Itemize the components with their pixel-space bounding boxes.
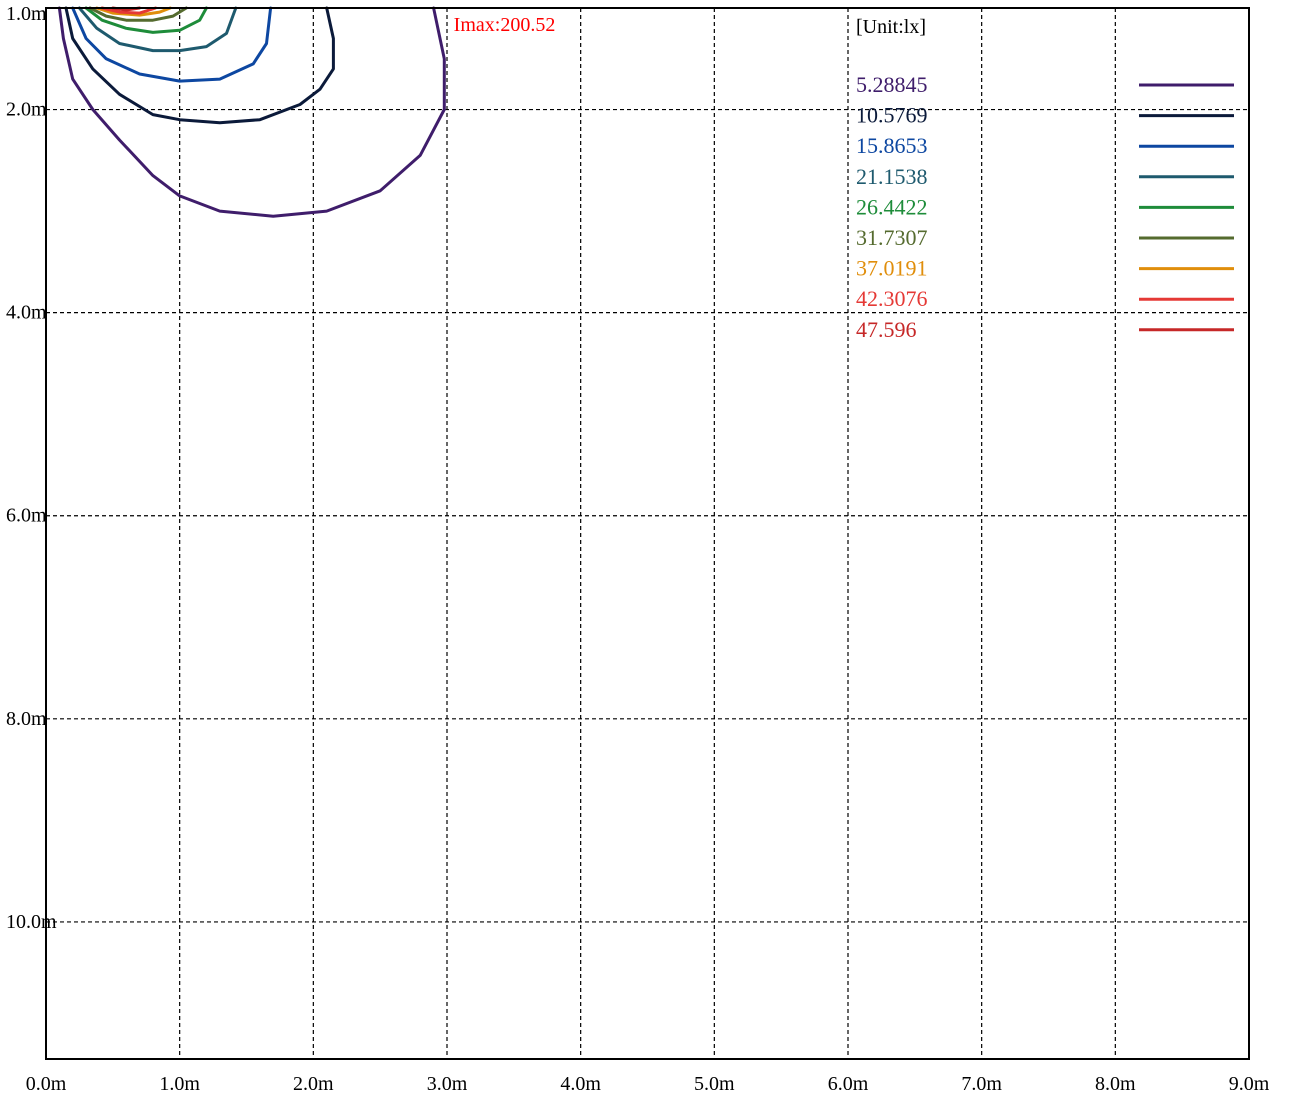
legend-label: 26.4422 [856, 194, 928, 219]
legend-label: 21.1538 [856, 164, 928, 189]
y-tick-label: 8.0m [6, 708, 47, 730]
tick-layer: 0.0m 1.0m 2.0m 3.0m 4.0m 5.0m 6.0m 7.0m 8.0m 9.0m… [6, 3, 1270, 1095]
y-tick-label: 2.0m [6, 99, 47, 121]
contour-line-3 [71, 6, 273, 83]
grid-layer [46, 8, 1249, 1059]
y-tick-label: 1.0m [6, 3, 47, 25]
contour-line-5 [84, 6, 208, 34]
y-tick-label: 10.0m [6, 911, 57, 933]
y-tick-label: 4.0m [6, 302, 47, 324]
label-layer: Imax:200.52 [Unit:lx] [454, 14, 926, 38]
x-tick-label: 5.0m [694, 1073, 735, 1095]
contour-line-6 [88, 6, 188, 22]
contour-line-7 [95, 6, 172, 17]
x-tick-label: 4.0m [560, 1073, 601, 1095]
x-tick-label: 3.0m [427, 1073, 468, 1095]
legend-label: 47.596 [856, 317, 917, 342]
x-tick-label: 0.0m [26, 1073, 67, 1095]
contour-layer [57, 6, 446, 218]
legend-label: 10.5769 [856, 103, 928, 128]
x-tick-label: 7.0m [961, 1073, 1002, 1095]
x-tick-label: 9.0m [1229, 1073, 1270, 1095]
x-tick-label: 6.0m [828, 1073, 869, 1095]
unit-label: [Unit:lx] [856, 16, 926, 38]
legend-label: 15.8653 [856, 133, 928, 158]
max-label: Imax:200.52 [454, 14, 556, 36]
x-tick-label: 8.0m [1095, 1073, 1136, 1095]
x-tick-label: 2.0m [293, 1073, 334, 1095]
contour-line-2 [64, 6, 335, 125]
legend-label: 5.28845 [856, 72, 928, 97]
legend: 5.28845 10.5769 15.8653 21.1538 26.4422 31.73… [856, 72, 1234, 342]
legend-label: 31.7307 [856, 225, 928, 250]
contour-line-4 [77, 6, 238, 53]
legend-label: 37.0191 [856, 256, 928, 281]
plot-frame [45, 7, 1250, 1060]
contour-line-1 [57, 6, 446, 218]
y-tick-label: 6.0m [6, 505, 47, 527]
legend-label: 42.3076 [856, 286, 928, 311]
contour-line-8 [100, 6, 158, 15]
x-tick-label: 1.0m [159, 1073, 200, 1095]
